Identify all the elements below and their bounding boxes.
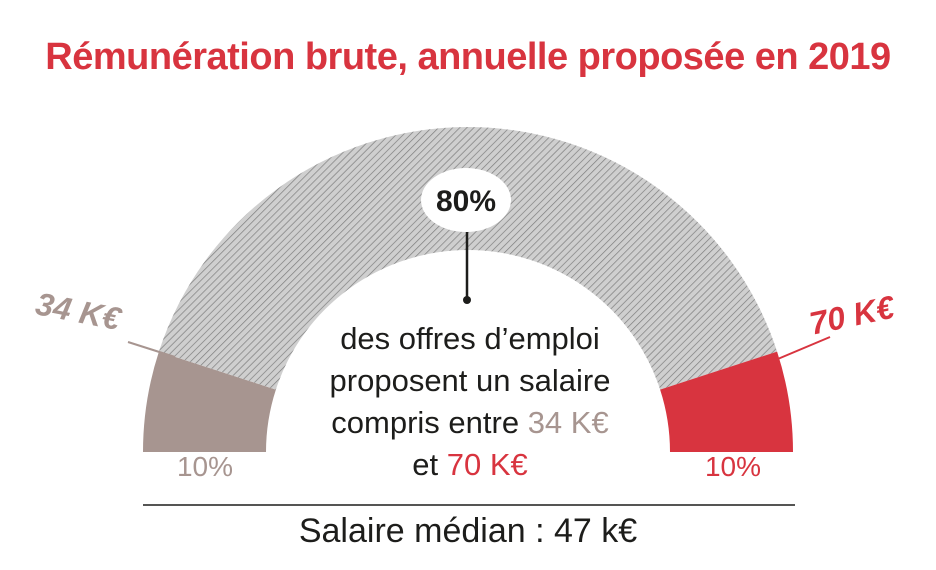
center-text-line-4: et 70 K€ [300, 444, 640, 486]
gauge-segment-middle [158, 127, 778, 390]
segment-label-middle: 80% [436, 185, 496, 218]
gauge-segment-high [660, 351, 793, 452]
callout-bubble [421, 168, 511, 232]
center-text-line-1: des offres d’emploi [340, 321, 600, 356]
gauge-segment-low [143, 351, 276, 452]
low-value: 34 K€ [527, 405, 609, 440]
center-text-line-3: compris entre 34 K€ [300, 402, 640, 444]
center-text-line-4-prefix: et [412, 447, 447, 482]
callout-pointer-dot [463, 296, 471, 304]
high-value: 70 K€ [446, 447, 528, 482]
center-text-line-2: proposent un salaire [329, 363, 611, 398]
center-text-line-3-prefix: compris entre [331, 405, 528, 440]
high-threshold-leader [772, 336, 831, 362]
high-threshold-dot [769, 357, 777, 365]
high-threshold-label: 70 K€ [806, 289, 898, 342]
low-threshold-leader [127, 341, 176, 358]
median-salary: Salaire médian : 47 k€ [298, 512, 638, 550]
segment-label-low: 10% [177, 451, 233, 482]
center-description: des offres d’emploi proposent un salaire… [300, 318, 640, 486]
chart-title: Rémunération brute, annuelle proposée en… [45, 36, 891, 78]
low-threshold-label: 34 K€ [33, 285, 125, 337]
segment-label-high: 10% [705, 451, 761, 482]
